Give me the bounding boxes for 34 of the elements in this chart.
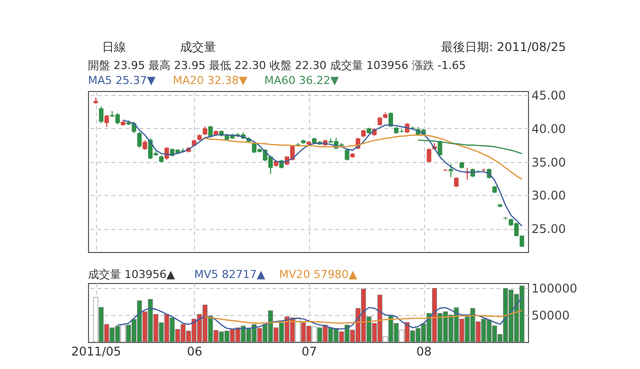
candlestick — [104, 114, 109, 128]
candlestick — [98, 106, 104, 124]
x-tick-label: 08 — [416, 344, 432, 358]
x-tick-label: 2011/05 — [71, 344, 122, 358]
series-label: 成交量 103956▲ — [88, 268, 176, 281]
line-series — [204, 310, 523, 324]
candlestick — [142, 140, 148, 150]
y-tick-label: 35.00 — [532, 155, 566, 170]
text: 日線 — [102, 40, 126, 54]
y-tick-label: 50000 — [532, 308, 570, 322]
candlestick — [448, 163, 454, 178]
text: 成交量 — [180, 40, 216, 54]
line-series — [116, 296, 523, 330]
line-series — [122, 119, 523, 227]
text: MV5 82717▲ — [194, 268, 266, 281]
y-tick-label: 100000 — [532, 281, 578, 296]
candlestick — [388, 112, 394, 128]
y-tick-label: 40.00 — [532, 122, 566, 136]
text: 最後日期: 2011/08/25 — [440, 40, 566, 54]
line-series — [417, 140, 523, 154]
x-tick-label: 07 — [302, 344, 317, 358]
x-tick-label: 06 — [186, 344, 202, 358]
text: MA60 36.22▼ — [264, 74, 340, 87]
y-tick-label: 25.00 — [532, 222, 566, 236]
candlestick — [137, 131, 142, 148]
text: MA20 32.38▼ — [172, 74, 248, 87]
y-tick-label: 30.00 — [532, 188, 566, 203]
y-tick-label: 45.00 — [532, 88, 566, 103]
text: MA5 25.37▼ — [88, 74, 156, 87]
candlestick — [344, 148, 350, 161]
candlestick — [426, 148, 432, 163]
text: 開盤 23.95 最高 23.95 最低 22.30 收盤 22.30 成交量 103956 漲跌 -1.65 — [88, 59, 466, 72]
text: MV20 57980▲ — [279, 268, 358, 281]
candlestick — [454, 176, 459, 188]
